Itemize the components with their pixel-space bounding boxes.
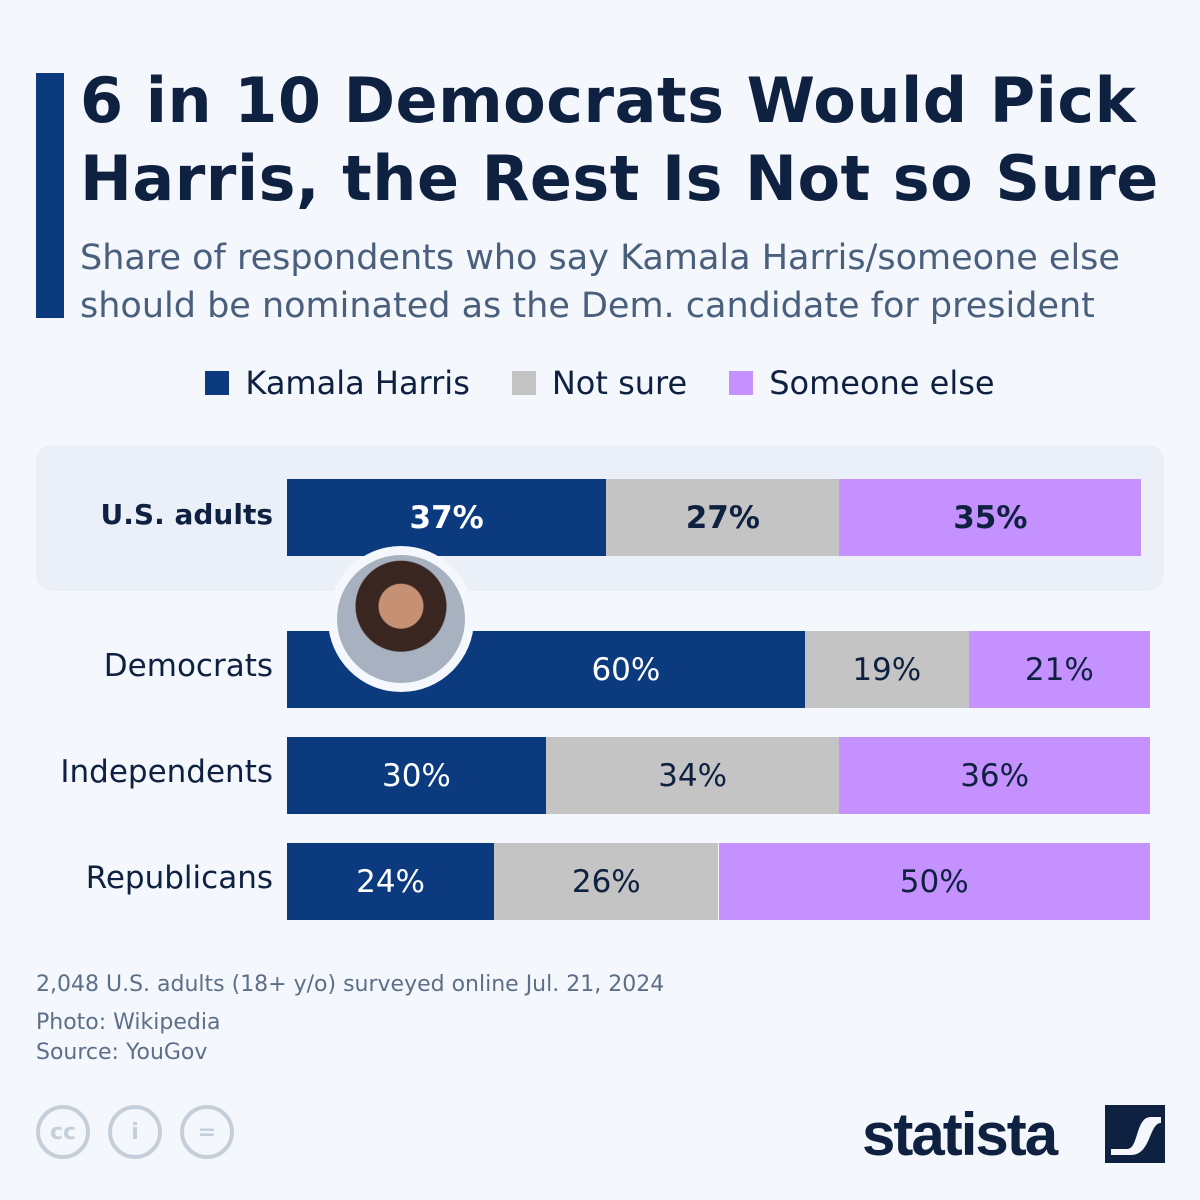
cc-icon[interactable]: cc [36, 1105, 90, 1159]
attribution-icon[interactable]: i [108, 1105, 162, 1159]
category-label-us-adults: U.S. adults [100, 498, 273, 531]
survey-note: 2,048 U.S. adults (18+ y/o) surveyed onl… [36, 972, 665, 997]
legend-label: Someone else [769, 364, 995, 402]
data-label: 60% [591, 651, 661, 688]
statista-logo[interactable]: statista [862, 1101, 1058, 1168]
bar-segment-harris: 37% [287, 479, 607, 556]
data-label: 34% [658, 757, 728, 794]
source: Source: YouGov [36, 1040, 208, 1065]
data-label: 36% [960, 757, 1030, 794]
legend-label: Not sure [551, 364, 688, 402]
data-label: 26% [571, 863, 641, 900]
category-label-democrats: Democrats [103, 648, 273, 684]
data-label: 24% [356, 863, 425, 900]
legend-item-harris: Kamala Harris [205, 364, 470, 402]
legend-item-someone-else: Someone else [729, 364, 995, 402]
bar-segment-harris: 24% [287, 843, 495, 920]
bar-segment-not-sure: 34% [545, 737, 840, 814]
data-label: 19% [852, 651, 922, 688]
portrait-image [337, 555, 465, 683]
data-label: 21% [1024, 651, 1094, 688]
chart-title: 6 in 10 Democrats Would Pick Harris, the… [80, 64, 1159, 215]
legend: Kamala Harris Not sure Someone else [0, 364, 1200, 402]
legend-label: Kamala Harris [245, 364, 470, 402]
legend-swatch [511, 371, 536, 395]
bar-segment-not-sure: 26% [494, 843, 719, 920]
bar-segment-someone-else: 35% [839, 479, 1142, 556]
bar-segment-harris: 30% [287, 737, 546, 814]
data-label: 27% [685, 499, 760, 536]
data-label: 50% [899, 863, 969, 900]
bar-segment-someone-else: 50% [718, 843, 1150, 920]
legend-item-not-sure: Not sure [511, 364, 688, 402]
data-label: 35% [953, 499, 1028, 536]
legend-swatch [205, 371, 230, 395]
bar-segment-not-sure: 27% [606, 479, 840, 556]
bar-segment-someone-else: 36% [839, 737, 1150, 814]
no-derivatives-icon[interactable]: = [180, 1105, 234, 1159]
bar-segment-not-sure: 19% [804, 631, 969, 708]
photo-credit: Photo: Wikipedia [36, 1010, 221, 1035]
data-label: 30% [381, 757, 451, 794]
category-label-independents: Independents [60, 754, 273, 790]
bar-segment-someone-else: 21% [968, 631, 1150, 708]
data-label: 37% [409, 499, 484, 536]
legend-swatch [729, 371, 754, 395]
title-accent-bar [36, 73, 64, 318]
category-label-republicans: Republicans [85, 860, 273, 896]
harris-photo [328, 546, 474, 692]
chart-subtitle: Share of respondents who say Kamala Harr… [80, 238, 1120, 326]
statista-logo-mark-icon [1105, 1105, 1165, 1163]
